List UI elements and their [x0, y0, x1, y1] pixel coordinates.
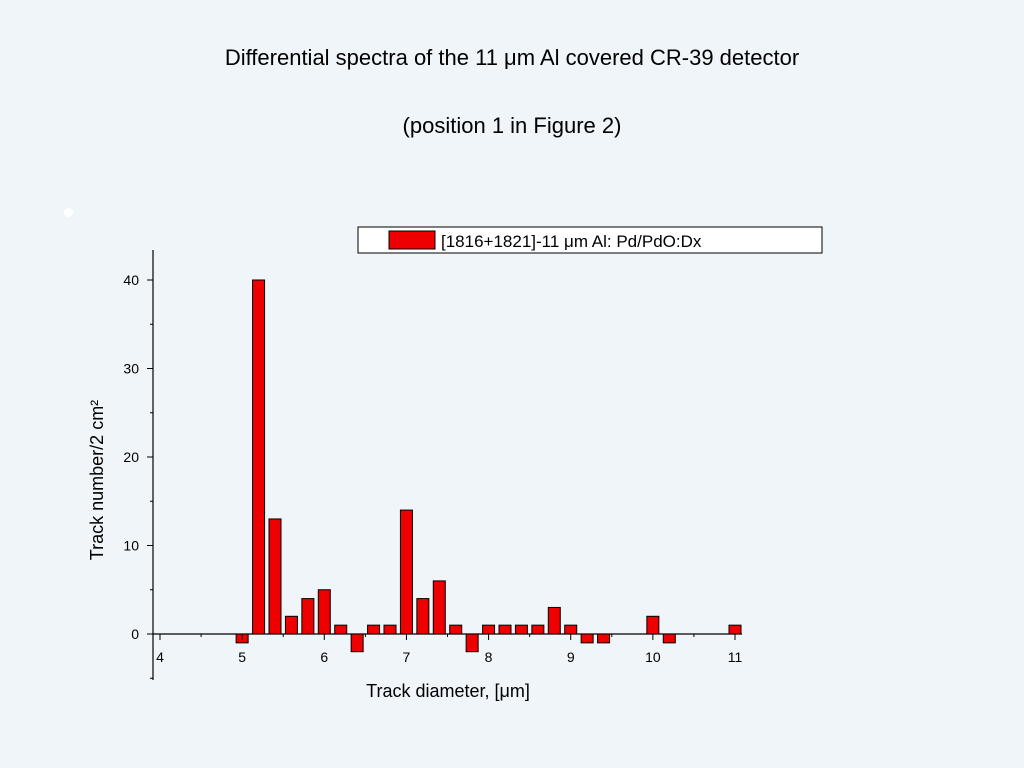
bar: [399, 509, 413, 635]
bar: [498, 624, 512, 635]
legend-swatch: [388, 230, 436, 250]
bar: [383, 624, 397, 635]
chart-ticks: 0 10 20 30 40 4 5 6 7 8 9 10 11: [123, 272, 743, 679]
x-tick-label: 7: [403, 649, 411, 665]
bar: [449, 624, 463, 635]
bar: [268, 518, 282, 635]
bar: [597, 633, 611, 644]
slide-title: Differential spectra of the 11 μm Al cov…: [224, 45, 800, 70]
y-tick-label: 10: [123, 538, 139, 554]
y-tick-label: 20: [123, 449, 139, 465]
bar: [646, 615, 660, 635]
x-tick-label: 5: [238, 649, 246, 665]
chart-legend: [1816+1821]-11 μm Al: Pd/PdO:Dx: [357, 226, 823, 254]
x-tick-label: 8: [485, 649, 493, 665]
x-tick-label: 4: [156, 649, 164, 665]
bar: [514, 624, 528, 635]
bar: [284, 615, 298, 635]
bar: [465, 633, 479, 653]
bar: [564, 624, 578, 635]
bar: [482, 624, 496, 635]
slide-subtitle: (position 1 in Figure 2): [402, 113, 622, 138]
y-axis-label: Track number/2 cm²: [87, 400, 107, 560]
bar: [547, 606, 561, 635]
bar: [252, 279, 266, 635]
x-tick-label: 11: [728, 649, 743, 665]
bar: [416, 598, 430, 635]
bar: [334, 624, 348, 635]
bar: [531, 624, 545, 635]
x-tick-label: 6: [320, 649, 328, 665]
bar: [662, 633, 676, 644]
bar: [301, 598, 315, 635]
legend-label: [1816+1821]-11 μm Al: Pd/PdO:Dx: [441, 232, 702, 251]
bar: [317, 589, 331, 635]
y-tick-label: 30: [123, 361, 139, 377]
chart-axes: [152, 250, 742, 680]
x-axis-label: Track diameter, [μm]: [366, 681, 530, 701]
bar: [367, 624, 381, 635]
x-tick-label: 9: [567, 649, 575, 665]
bar: [350, 633, 364, 653]
bar: [728, 624, 742, 635]
chart-bars: [235, 279, 742, 653]
x-tick-label: 10: [645, 649, 661, 665]
y-tick-label: 40: [123, 272, 139, 288]
bar: [432, 580, 446, 635]
bar: [580, 633, 594, 644]
y-tick-label: 0: [131, 626, 139, 642]
bullet-dot: [64, 208, 73, 217]
